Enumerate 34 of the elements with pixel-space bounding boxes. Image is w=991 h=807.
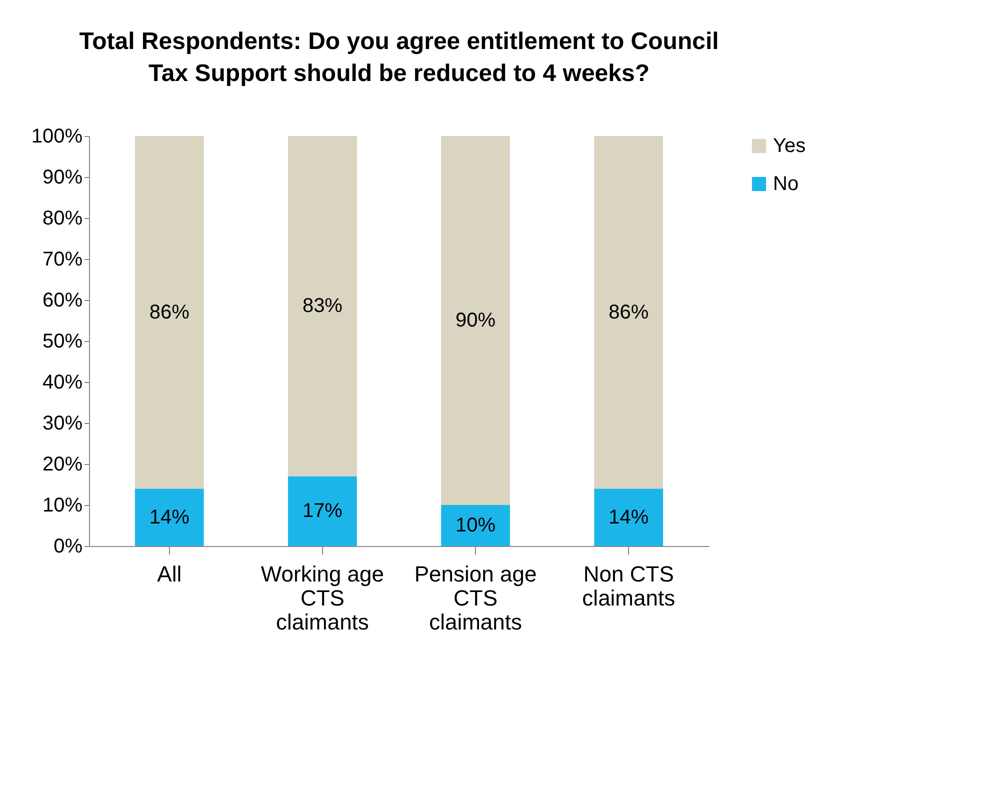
y-tick-label: 40% [42,372,83,394]
y-tick-label: 0% [54,536,83,558]
y-tick-label: 50% [42,330,83,352]
y-tick-label: 10% [42,494,83,516]
bar [594,136,664,489]
data-label: 10% [456,514,496,536]
x-tick-label: All [157,562,182,586]
data-label: 90% [456,310,496,332]
y-tick-label: 70% [42,248,83,270]
data-label: 86% [149,301,190,324]
legend-label: No [773,173,799,195]
chart-title: Total Respondents: Do you agree entitlement to Council Tax Support should be reduced to 4 weeks? [79,28,719,87]
bar [134,488,204,546]
bar [594,488,664,546]
y-tick-label: 30% [42,412,83,434]
x-tick-label: Working age CTS claimants [260,562,384,634]
y-tick-label: 80% [42,208,83,230]
bar [441,505,510,546]
legend-label: Yes [773,135,806,157]
y-tick-label: 60% [42,290,83,312]
y-tick-label: 90% [42,166,83,188]
x-tick-label: Pension age CTS claimants [414,562,537,634]
data-label: 14% [608,506,649,528]
bar [288,136,357,476]
data-label: 14% [149,506,190,528]
x-tick-label: Non CTS claimants [582,562,676,610]
data-label: 83% [302,295,343,318]
bar [441,136,510,505]
y-tick-label: 100% [31,126,83,148]
bar [288,476,357,546]
data-label: 86% [608,301,649,324]
y-tick-label: 20% [42,454,83,476]
bar [134,136,204,489]
data-label: 17% [302,500,343,522]
